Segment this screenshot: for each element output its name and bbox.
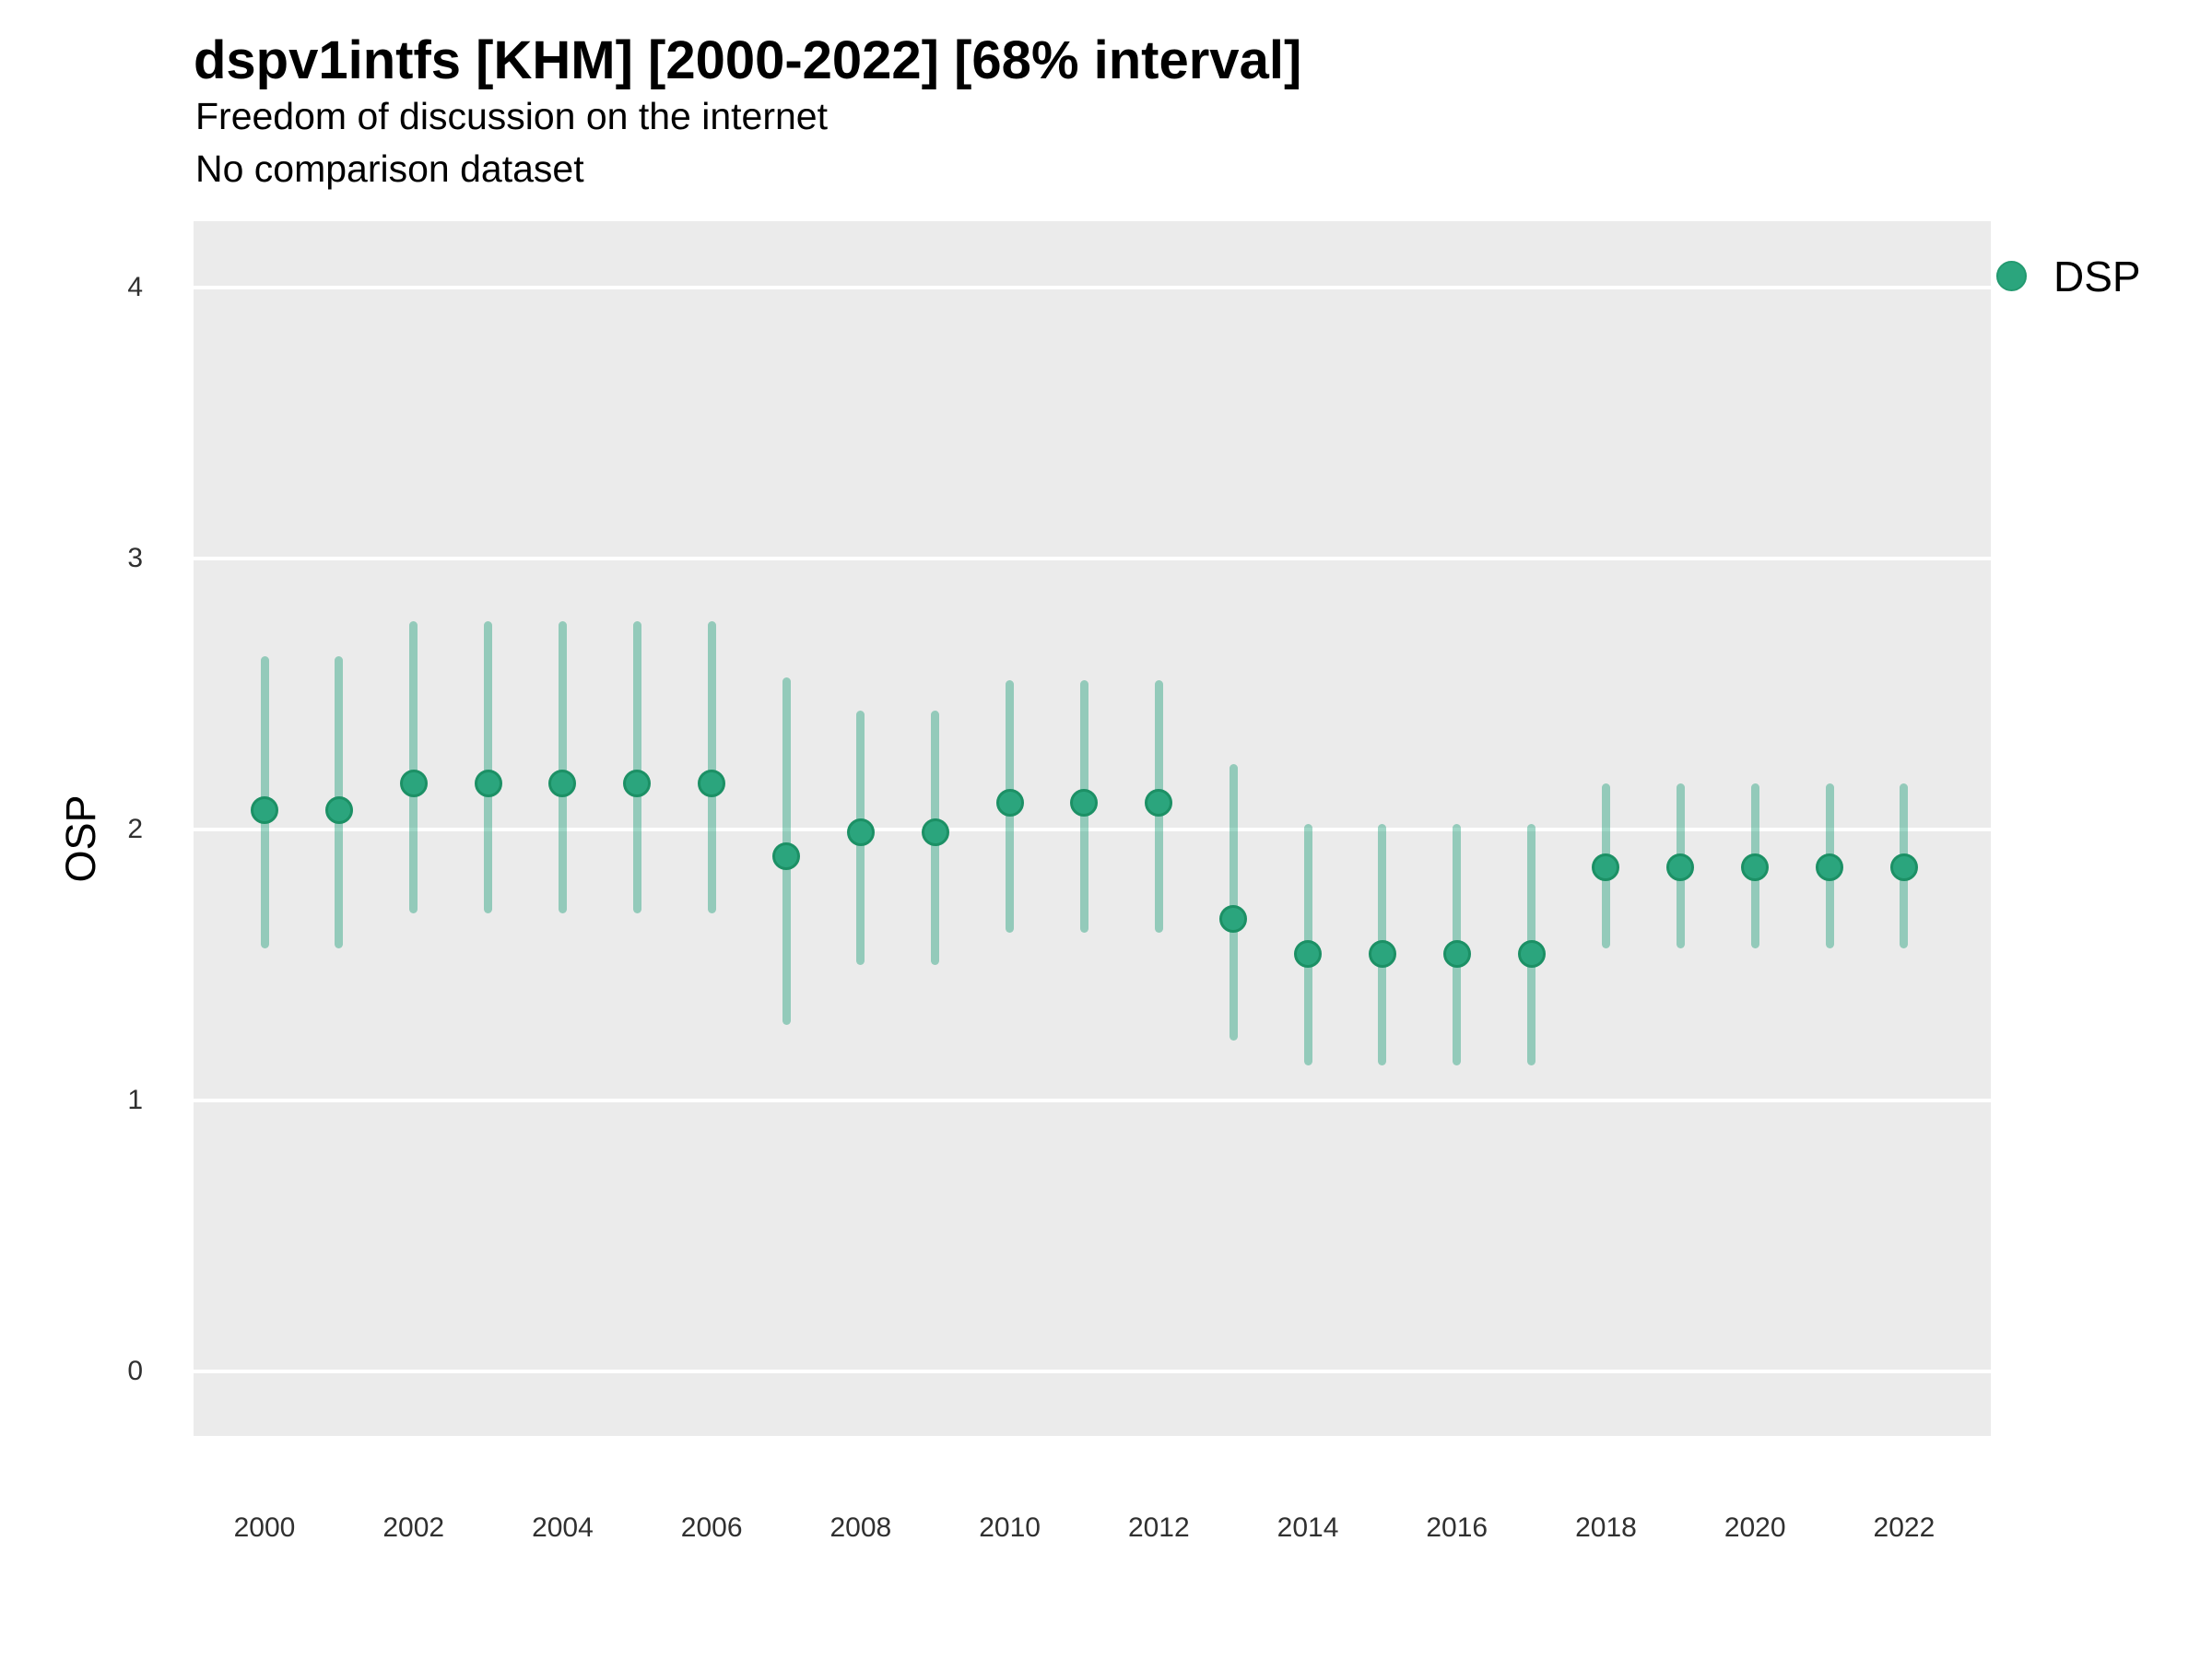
x-tick-label-2018: 2018 bbox=[1575, 1512, 1637, 1543]
y-tick-label-1: 1 bbox=[127, 1085, 143, 1115]
y-tick-label-0: 0 bbox=[127, 1356, 143, 1386]
x-tick-label-2006: 2006 bbox=[680, 1512, 743, 1543]
gridline-y-3 bbox=[194, 557, 1991, 560]
interval-bar-2005 bbox=[632, 620, 641, 914]
point-2018 bbox=[1592, 853, 1620, 882]
point-2013 bbox=[1219, 905, 1248, 934]
point-2008 bbox=[846, 818, 875, 846]
legend: DSP bbox=[1996, 249, 2199, 304]
x-tick-label-2008: 2008 bbox=[830, 1512, 892, 1543]
gridline-y-1 bbox=[194, 1099, 1991, 1102]
y-tick-label-4: 4 bbox=[127, 272, 143, 302]
x-tick-label-2022: 2022 bbox=[1873, 1512, 1936, 1543]
interval-bar-2002 bbox=[409, 620, 418, 914]
chart-subtitle: Freedom of discussion on the internet bbox=[195, 95, 828, 137]
point-2022 bbox=[1889, 853, 1918, 882]
point-2019 bbox=[1666, 853, 1695, 882]
legend-marker-icon bbox=[1996, 261, 2027, 291]
point-2004 bbox=[548, 770, 577, 798]
chart-note: No comparison dataset bbox=[195, 147, 584, 190]
point-2014 bbox=[1294, 940, 1323, 969]
x-tick-label-2016: 2016 bbox=[1426, 1512, 1488, 1543]
point-2005 bbox=[623, 770, 652, 798]
gridline-y-2 bbox=[194, 828, 1991, 831]
legend-label: DSP bbox=[2053, 253, 2141, 300]
interval-bar-2003 bbox=[484, 620, 493, 914]
x-tick-label-2020: 2020 bbox=[1724, 1512, 1786, 1543]
point-2002 bbox=[399, 770, 428, 798]
point-2011 bbox=[1070, 788, 1099, 817]
interval-bar-2006 bbox=[707, 620, 716, 914]
x-tick-label-2012: 2012 bbox=[1127, 1512, 1190, 1543]
chart-title: dspv1intfs [KHM] [2000-2022] [68% interv… bbox=[194, 30, 1302, 90]
y-tick-label-2: 2 bbox=[127, 814, 143, 844]
point-2016 bbox=[1442, 940, 1471, 969]
interval-bar-2013 bbox=[1229, 764, 1238, 1041]
point-2010 bbox=[995, 788, 1024, 817]
point-2000 bbox=[251, 796, 278, 825]
x-tick-label-2000: 2000 bbox=[233, 1512, 296, 1543]
plot-panel bbox=[194, 221, 1991, 1436]
point-2001 bbox=[324, 796, 353, 825]
x-tick-label-2002: 2002 bbox=[382, 1512, 445, 1543]
gridline-y-0 bbox=[194, 1370, 1991, 1373]
point-2021 bbox=[1816, 853, 1844, 882]
point-2006 bbox=[698, 770, 726, 798]
point-2012 bbox=[1145, 788, 1173, 817]
x-tick-label-2004: 2004 bbox=[532, 1512, 594, 1543]
x-tick-label-2010: 2010 bbox=[979, 1512, 1041, 1543]
point-2017 bbox=[1517, 940, 1546, 969]
point-2009 bbox=[921, 818, 949, 846]
point-2007 bbox=[772, 842, 801, 871]
interval-bar-2004 bbox=[558, 620, 567, 914]
point-2020 bbox=[1741, 853, 1770, 882]
point-2003 bbox=[474, 770, 502, 798]
point-2015 bbox=[1368, 940, 1396, 969]
gridline-y-4 bbox=[194, 286, 1991, 289]
y-tick-label-3: 3 bbox=[127, 543, 143, 573]
x-tick-label-2014: 2014 bbox=[1277, 1512, 1339, 1543]
